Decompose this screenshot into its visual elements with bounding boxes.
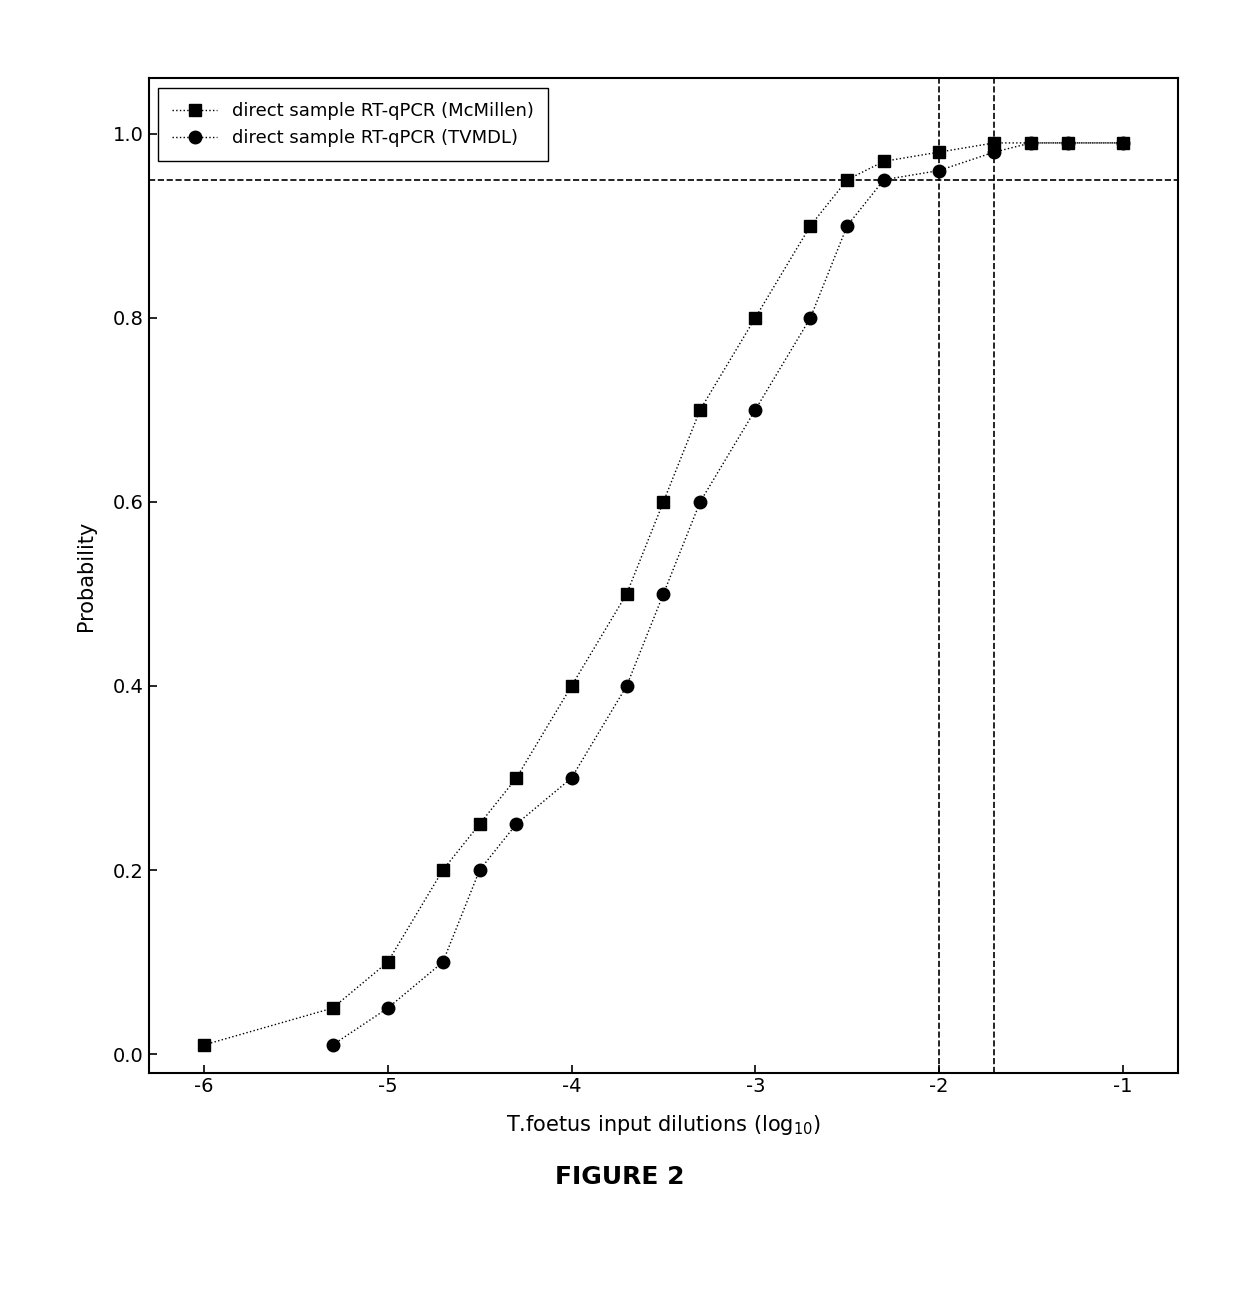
direct sample RT-qPCR (TVMDL) [987, 144, 1002, 160]
direct sample RT-qPCR (TVMDL) [1116, 135, 1131, 150]
direct sample RT-qPCR (TVMDL) [804, 310, 818, 326]
direct sample RT-qPCR (McMillen) [325, 1001, 340, 1016]
direct sample RT-qPCR (TVMDL) [931, 162, 946, 178]
direct sample RT-qPCR (McMillen) [196, 1037, 211, 1053]
direct sample RT-qPCR (McMillen) [804, 218, 818, 234]
direct sample RT-qPCR (McMillen) [435, 862, 450, 878]
direct sample RT-qPCR (McMillen) [564, 678, 579, 693]
Legend: direct sample RT-qPCR (McMillen), direct sample RT-qPCR (TVMDL): direct sample RT-qPCR (McMillen), direct… [157, 88, 548, 161]
direct sample RT-qPCR (McMillen) [1023, 135, 1038, 150]
Line: direct sample RT-qPCR (McMillen): direct sample RT-qPCR (McMillen) [197, 136, 1130, 1052]
direct sample RT-qPCR (McMillen) [472, 816, 487, 832]
direct sample RT-qPCR (McMillen) [1116, 135, 1131, 150]
Line: direct sample RT-qPCR (TVMDL): direct sample RT-qPCR (TVMDL) [326, 136, 1130, 1052]
direct sample RT-qPCR (TVMDL) [748, 402, 763, 417]
direct sample RT-qPCR (TVMDL) [656, 586, 671, 602]
direct sample RT-qPCR (McMillen) [748, 310, 763, 326]
direct sample RT-qPCR (TVMDL) [619, 678, 634, 693]
direct sample RT-qPCR (McMillen) [508, 770, 523, 786]
direct sample RT-qPCR (TVMDL) [435, 955, 450, 971]
direct sample RT-qPCR (McMillen) [381, 955, 396, 971]
direct sample RT-qPCR (TVMDL) [877, 171, 892, 187]
X-axis label: T.foetus input dilutions (log$_{10}$): T.foetus input dilutions (log$_{10}$) [506, 1113, 821, 1137]
Text: FIGURE 2: FIGURE 2 [556, 1165, 684, 1189]
direct sample RT-qPCR (TVMDL) [564, 770, 579, 786]
direct sample RT-qPCR (TVMDL) [693, 494, 708, 510]
direct sample RT-qPCR (TVMDL) [839, 218, 854, 234]
direct sample RT-qPCR (McMillen) [619, 586, 634, 602]
direct sample RT-qPCR (TVMDL) [381, 1001, 396, 1016]
Y-axis label: Probability: Probability [77, 521, 97, 630]
direct sample RT-qPCR (McMillen) [1060, 135, 1075, 150]
direct sample RT-qPCR (TVMDL) [1023, 135, 1038, 150]
direct sample RT-qPCR (TVMDL) [325, 1037, 340, 1053]
direct sample RT-qPCR (TVMDL) [508, 816, 523, 832]
direct sample RT-qPCR (McMillen) [839, 171, 854, 187]
direct sample RT-qPCR (McMillen) [693, 402, 708, 417]
direct sample RT-qPCR (McMillen) [987, 135, 1002, 150]
direct sample RT-qPCR (McMillen) [877, 153, 892, 169]
direct sample RT-qPCR (TVMDL) [472, 862, 487, 878]
direct sample RT-qPCR (McMillen) [931, 144, 946, 160]
direct sample RT-qPCR (McMillen) [656, 494, 671, 510]
direct sample RT-qPCR (TVMDL) [1060, 135, 1075, 150]
